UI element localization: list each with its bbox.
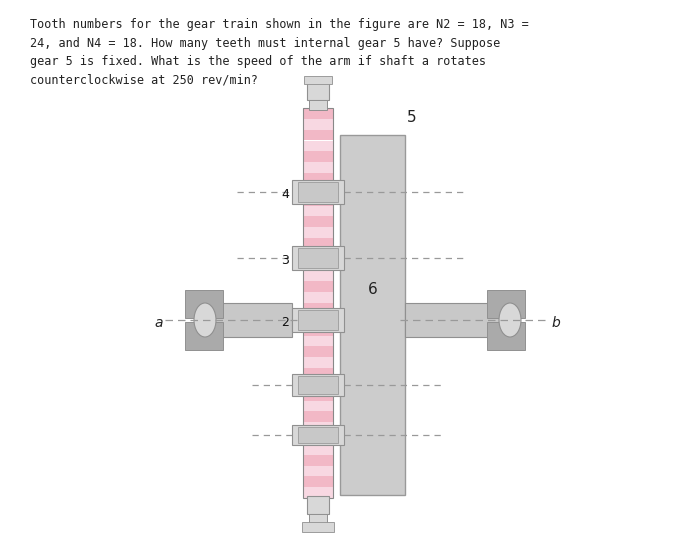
Bar	[292, 180, 344, 204]
Bar	[340, 135, 405, 495]
Bar	[307, 496, 329, 514]
Bar	[487, 322, 525, 350]
Bar	[303, 194, 333, 206]
Bar	[303, 119, 333, 130]
Bar	[303, 292, 333, 303]
Bar	[302, 522, 334, 532]
Text: 6: 6	[368, 283, 377, 297]
Bar	[303, 379, 333, 389]
Bar	[303, 465, 333, 476]
Ellipse shape	[499, 303, 521, 337]
Bar	[303, 455, 333, 465]
Bar	[298, 248, 338, 268]
Bar	[292, 308, 344, 332]
Bar	[303, 336, 333, 346]
Bar	[303, 249, 333, 260]
Bar	[303, 476, 333, 487]
Bar	[303, 389, 333, 401]
Bar	[303, 303, 333, 314]
Bar	[303, 422, 333, 433]
Bar	[303, 401, 333, 411]
Bar	[303, 314, 333, 325]
Bar	[303, 346, 333, 357]
Bar	[303, 411, 333, 422]
Bar	[185, 290, 223, 318]
Bar	[303, 260, 333, 270]
Bar	[303, 216, 333, 227]
Text: 3: 3	[281, 254, 289, 268]
Ellipse shape	[194, 303, 216, 337]
Bar	[303, 270, 333, 281]
Bar	[405, 303, 510, 337]
Bar	[303, 227, 333, 238]
Bar	[303, 173, 333, 184]
Bar	[303, 444, 333, 455]
Text: 5: 5	[407, 110, 416, 125]
Bar	[303, 487, 333, 498]
Bar	[205, 303, 292, 337]
Bar	[303, 184, 333, 194]
Bar	[298, 427, 338, 443]
Text: 2: 2	[281, 316, 289, 330]
Bar	[298, 376, 338, 394]
Bar	[309, 514, 327, 524]
Bar	[304, 76, 332, 84]
Bar	[303, 328, 333, 333]
Bar	[303, 206, 333, 216]
Bar	[303, 281, 333, 292]
Bar	[298, 310, 338, 330]
Bar	[303, 325, 333, 336]
Bar	[309, 100, 327, 110]
Bar	[298, 182, 338, 202]
Bar	[303, 313, 333, 318]
Bar	[292, 246, 344, 270]
Bar	[303, 108, 333, 119]
Bar	[307, 82, 329, 100]
Bar	[303, 108, 333, 498]
Bar	[303, 238, 333, 249]
Bar	[303, 357, 333, 368]
Bar	[303, 190, 333, 195]
Bar	[303, 141, 333, 151]
Text: a: a	[155, 316, 163, 330]
Bar	[303, 368, 333, 379]
Bar	[303, 151, 333, 162]
Bar	[487, 290, 525, 318]
Text: 4: 4	[281, 188, 289, 202]
Bar	[292, 374, 344, 396]
Text: Tooth numbers for the gear train shown in the figure are N2 = 18, N3 =
24, and N: Tooth numbers for the gear train shown i…	[30, 18, 528, 86]
Bar	[303, 162, 333, 173]
Text: b: b	[552, 316, 561, 330]
Bar	[185, 322, 223, 350]
Bar	[303, 130, 333, 141]
Bar	[292, 425, 344, 445]
Bar	[303, 433, 333, 444]
